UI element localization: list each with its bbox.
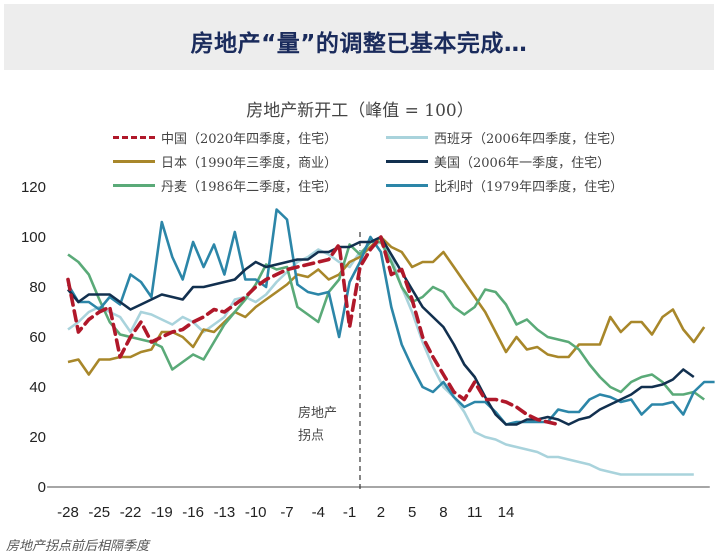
x-tick-label: -22 [120, 504, 142, 521]
x-tick-label: 11 [467, 504, 483, 521]
x-tick-label: 5 [408, 504, 416, 521]
x-tick-label: 2 [377, 504, 385, 521]
x-tick-label: -19 [151, 504, 173, 521]
x-tick-label: 8 [439, 504, 447, 521]
x-tick-label: -25 [88, 504, 110, 521]
x-tick-label: -13 [214, 504, 236, 521]
legend-swatch-denmark [113, 184, 155, 187]
legend-swatch-usa [386, 160, 428, 163]
legend-item-china: 中国（2020年四季度，住宅） [113, 128, 337, 147]
legend-item-spain: 西班牙（2006年四季度，住宅） [386, 128, 623, 147]
y-tick-label: 120 [21, 179, 46, 196]
x-axis-ticks: -28 -25 -22 -19 -16 -13 -10 -7 -4 -1 2 5 8 11 14 [57, 504, 514, 521]
banner-title: 房地产“量”的调整已基本完成… [190, 31, 528, 57]
legend-label-usa: 美国（2006年一季度，住宅） [434, 156, 611, 171]
legend-label-japan: 日本（1990年三季度，商业） [161, 156, 338, 171]
series-line-spain [67, 240, 694, 476]
y-tick-label: 40 [29, 379, 46, 396]
x-tick-label: -16 [182, 504, 204, 521]
chart-title: 房地产新开工（峰值 = 100） [246, 101, 474, 121]
x-tick-label: -4 [312, 504, 325, 521]
pivot-annotation-line1: 房地产 [298, 405, 337, 421]
y-tick-label: 60 [29, 329, 46, 346]
series-lines [66, 208, 715, 476]
legend-label-belgium: 比利时（1979年四季度，住宅） [434, 180, 624, 195]
legend-label-spain: 西班牙（2006年四季度，住宅） [434, 132, 624, 147]
legend-swatch-spain [386, 136, 428, 139]
legend-item-belgium: 比利时（1979年四季度，住宅） [386, 176, 623, 195]
x-tick-label: -1 [343, 504, 356, 521]
x-axis-label: 房地产拐点前后相隔季度 [6, 539, 150, 554]
x-tick-label: -10 [245, 504, 267, 521]
y-tick-label: 20 [29, 429, 46, 446]
x-tick-label: -7 [280, 504, 293, 521]
legend-label-china: 中国（2020年四季度，住宅） [161, 132, 338, 147]
x-tick-label: 14 [498, 504, 515, 521]
legend-swatch-belgium [386, 184, 428, 187]
y-axis-ticks: 0 20 40 60 80 100 120 [21, 179, 46, 496]
legend-swatch-japan [113, 160, 155, 163]
legend-item-japan: 日本（1990年三季度，商业） [113, 152, 337, 171]
legend-swatch-china [113, 136, 155, 139]
legend-item-denmark: 丹麦（1986年二季度，住宅） [113, 176, 337, 195]
y-tick-label: 80 [29, 279, 46, 296]
y-tick-label: 0 [38, 479, 46, 496]
series-line-china [66, 235, 561, 427]
pivot-annotation-line2: 拐点 [298, 429, 324, 444]
series-line-belgium [66, 208, 715, 426]
y-tick-label: 100 [21, 229, 46, 246]
x-tick-label: -28 [57, 504, 79, 521]
legend-label-denmark: 丹麦（1986年二季度，住宅） [161, 180, 338, 195]
legend-item-usa: 美国（2006年一季度，住宅） [386, 152, 610, 171]
title-banner: 房地产“量”的调整已基本完成… [4, 4, 714, 70]
